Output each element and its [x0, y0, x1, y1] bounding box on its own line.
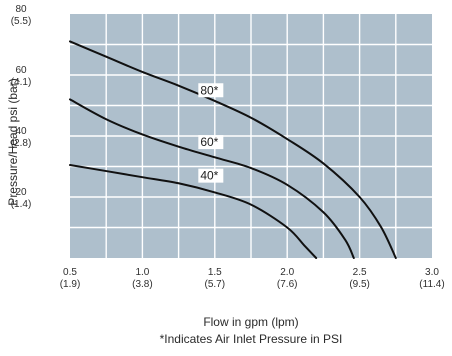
x-tick-label: 2.5: [353, 267, 367, 278]
y-tick-sublabel: (1.4): [11, 199, 32, 210]
y-tick-sublabel: (4.1): [11, 77, 32, 88]
curve-label: 60*: [198, 135, 224, 150]
curve-label-text: 40*: [200, 169, 218, 183]
y-tick-sublabel: (2.8): [11, 138, 32, 149]
y-tick-sublabel: (5.5): [11, 16, 32, 27]
curve-label-text: 80*: [200, 83, 218, 97]
x-tick-sublabel: (5.7): [205, 279, 226, 290]
curve-label: 80*: [198, 83, 224, 98]
x-tick-sublabel: (9.5): [349, 279, 370, 290]
x-tick-sublabel: (1.9): [60, 279, 81, 290]
curve-line: [69, 163, 318, 259]
curve-label-background: [198, 135, 224, 150]
y-tick-label: 40: [15, 126, 27, 137]
curve-label-background: [198, 168, 224, 183]
x-tick-label: 1.5: [208, 267, 222, 278]
air-inlet-note: *Indicates Air Inlet Pressure in PSI: [160, 332, 343, 346]
x-axis-ticks: 0.5(1.9) 1.0(3.8) 1.5(5.7) 2.0(7.6) 2.5(9.5)…: [60, 267, 445, 290]
grid-lines: [70, 14, 432, 258]
x-tick-sublabel: (11.4): [419, 279, 444, 290]
y-tick-label: 20: [15, 187, 27, 198]
x-tick-label: 2.0: [280, 267, 294, 278]
curve-line: [69, 98, 355, 259]
curve-labels: 80* 60* 40*: [198, 83, 224, 183]
curve-label-text: 60*: [200, 135, 218, 149]
x-tick-label: 1.0: [135, 267, 149, 278]
curve-label: 40*: [198, 168, 224, 183]
y-tick-label: 60: [15, 65, 27, 76]
y-tick-label: 80: [15, 4, 27, 15]
x-tick-label: 3.0: [425, 267, 439, 278]
curves: [69, 40, 397, 259]
x-tick-label: 0.5: [63, 267, 77, 278]
x-axis-title: Flow in gpm (lpm): [203, 315, 298, 329]
y-axis-title: Pressure/Head psi (bar): [6, 78, 20, 205]
curve-label-background: [198, 83, 224, 98]
x-tick-sublabel: (3.8): [132, 279, 153, 290]
x-tick-sublabel: (7.6): [277, 279, 298, 290]
y-axis-ticks: 80(5.5) 60(4.1) 40(2.8) 20(1.4): [11, 4, 32, 210]
curve-line: [69, 40, 397, 259]
